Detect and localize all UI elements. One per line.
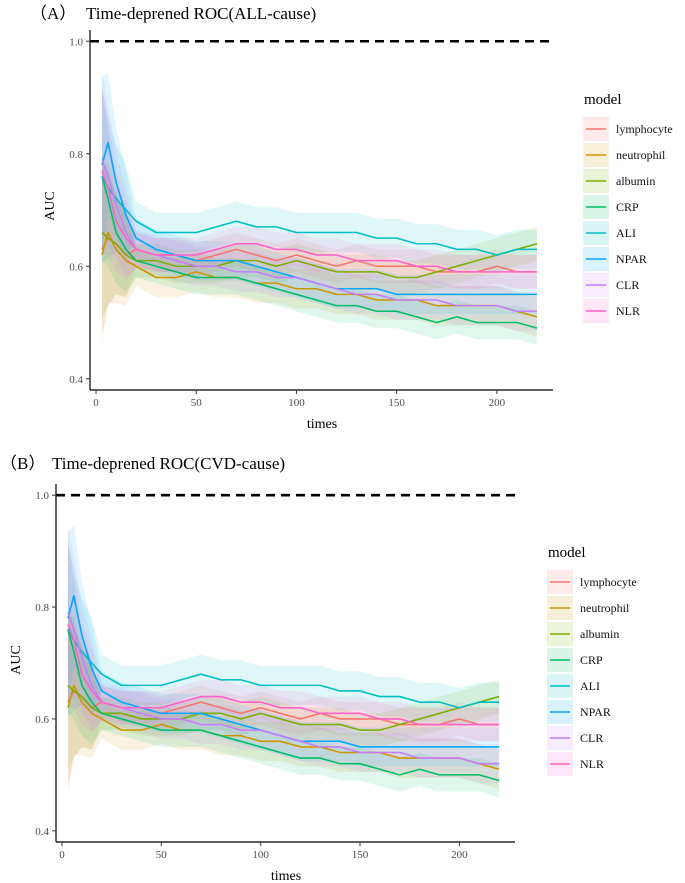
band-lymphocyte — [67, 618, 500, 787]
series-line-crp — [101, 176, 538, 329]
legend-label-lymphocyte: lymphocyte — [616, 122, 673, 136]
legend-label-clr: CLR — [616, 278, 639, 292]
series-line-ali — [67, 629, 500, 709]
x-tick-label: 100 — [288, 397, 305, 409]
panel-a-ylabel: AUC — [43, 191, 58, 221]
x-tick-label: 200 — [451, 849, 468, 861]
x-tick-label: 50 — [156, 849, 168, 861]
legend-label-ali: ALI — [580, 679, 600, 693]
band-npar — [102, 72, 537, 315]
y-tick-label: 0.4 — [69, 374, 83, 386]
band-lymphocyte — [102, 165, 537, 334]
legend-label-nlr: NLR — [616, 304, 640, 318]
x-tick-label: 50 — [191, 397, 203, 409]
panel-a-legend-title: model — [584, 92, 622, 108]
band-nlr — [102, 86, 537, 289]
y-tick-label: 0.8 — [35, 602, 49, 614]
panel-a-legend: model lymphocyte neutrophil albumin CRP ALI N… — [583, 92, 673, 323]
x-tick-label: 150 — [352, 849, 369, 861]
band-crp — [102, 91, 537, 345]
panel-a: （A） Time-deprened ROC(ALL-cause) 0 50 100 1… — [30, 4, 673, 432]
x-tick-label: 0 — [59, 849, 65, 861]
legend-label-crp: CRP — [616, 200, 639, 214]
x-tick-label: 200 — [489, 397, 506, 409]
y-tick-label: 0.8 — [69, 149, 83, 161]
panel-b-axes: 0 50 100 150 200 0.4 0.6 0.8 1.0 — [35, 484, 515, 861]
y-tick-label: 1.0 — [35, 490, 49, 502]
panel-b-legend-title: model — [548, 545, 586, 561]
series-line-crp — [67, 629, 500, 782]
panel-b-bands — [67, 525, 500, 798]
x-tick-label: 0 — [93, 397, 99, 409]
panel-b-label: （B） — [0, 454, 45, 473]
panel-a-xlabel: times — [307, 417, 337, 432]
panel-b-ylabel: AUC — [9, 645, 24, 675]
x-tick-label: 150 — [388, 397, 405, 409]
y-tick-label: 0.6 — [69, 261, 83, 273]
legend-label-clr: CLR — [580, 731, 603, 745]
y-tick-label: 0.6 — [35, 714, 49, 726]
panel-a-axes: 0 50 100 150 200 0.4 0.6 0.8 1.0 — [69, 30, 553, 409]
band-npar — [67, 525, 500, 767]
panel-a-lines — [101, 141, 538, 329]
panel-b-title: Time-deprened ROC(CVD-cause) — [52, 454, 285, 473]
band-neutrophil — [102, 162, 537, 343]
legend-label-albumin: albumin — [580, 627, 619, 641]
x-tick-label: 100 — [252, 849, 269, 861]
band-crp — [67, 545, 500, 798]
y-tick-label: 0.4 — [35, 826, 49, 838]
legend-label-neutrophil: neutrophil — [580, 601, 630, 615]
panel-b-lines — [67, 595, 500, 782]
legend-label-ali: ALI — [616, 226, 636, 240]
legend-label-neutrophil: neutrophil — [616, 148, 666, 162]
panel-a-bands — [102, 72, 537, 345]
legend-label-lymphocyte: lymphocyte — [580, 575, 637, 589]
series-line-ali — [101, 175, 537, 256]
panel-a-label: （A） — [30, 4, 76, 23]
legend-label-nlr: NLR — [580, 757, 604, 771]
panel-b: （B） Time-deprened ROC(CVD-cause) 0 50 100 1… — [0, 454, 637, 883]
panel-b-legend: model lymphocyte neutrophil albumin CRP ALI N… — [547, 545, 637, 776]
legend-label-npar: NPAR — [616, 252, 647, 266]
panel-a-title: Time-deprened ROC(ALL-cause) — [86, 4, 316, 23]
legend-label-albumin: albumin — [616, 174, 655, 188]
band-nlr — [67, 539, 500, 742]
legend-label-npar: NPAR — [580, 705, 611, 719]
series-line-nlr — [67, 623, 500, 726]
panel-b-xlabel: times — [271, 869, 301, 883]
series-line-nlr — [101, 170, 537, 273]
y-tick-label: 1.0 — [69, 36, 83, 48]
legend-label-crp: CRP — [580, 653, 603, 667]
band-neutrophil — [67, 615, 500, 795]
